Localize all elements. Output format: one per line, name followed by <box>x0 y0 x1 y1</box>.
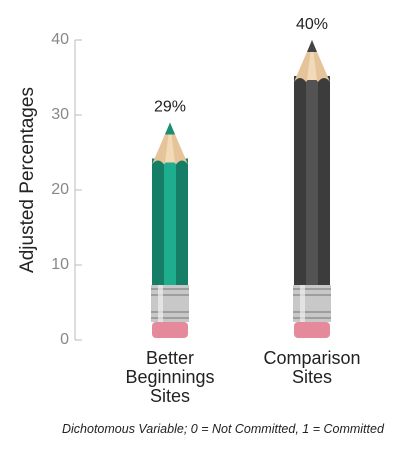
y-tick-label: 0 <box>60 331 69 348</box>
y-tick-label: 30 <box>51 106 69 123</box>
y-tick-label: 40 <box>51 31 69 48</box>
pencil-body <box>318 76 330 285</box>
pencil-body <box>306 76 318 285</box>
value-label: 29% <box>154 99 186 116</box>
pencil-wood-shade <box>307 40 317 80</box>
pencil-lead <box>307 40 317 52</box>
footnote: Dichotomous Variable; 0 = Not Committed,… <box>62 422 384 436</box>
ferrule-shine <box>158 285 163 322</box>
pencil-body <box>164 158 176 285</box>
pencil <box>151 122 189 338</box>
y-tick-label: 20 <box>51 181 69 198</box>
pencil-body <box>176 158 188 285</box>
x-tick-label: Comparison Sites <box>263 348 361 387</box>
pencil-lead <box>165 122 175 135</box>
y-axis-label: Adjusted Percentages <box>17 87 38 273</box>
pencil-ferrule <box>151 285 189 322</box>
y-tick-label: 10 <box>51 256 69 273</box>
pencil-wood-shade <box>165 122 175 163</box>
ferrule-shine <box>300 285 305 322</box>
pencil-eraser <box>152 322 188 338</box>
value-label: 40% <box>296 16 328 33</box>
pencil-eraser <box>294 322 330 338</box>
pencil-ferrule <box>293 285 331 322</box>
pencil <box>293 40 331 338</box>
pencil-body <box>294 76 306 285</box>
pencil-body <box>152 158 164 285</box>
x-tick-label: Better Beginnings Sites <box>125 348 215 406</box>
